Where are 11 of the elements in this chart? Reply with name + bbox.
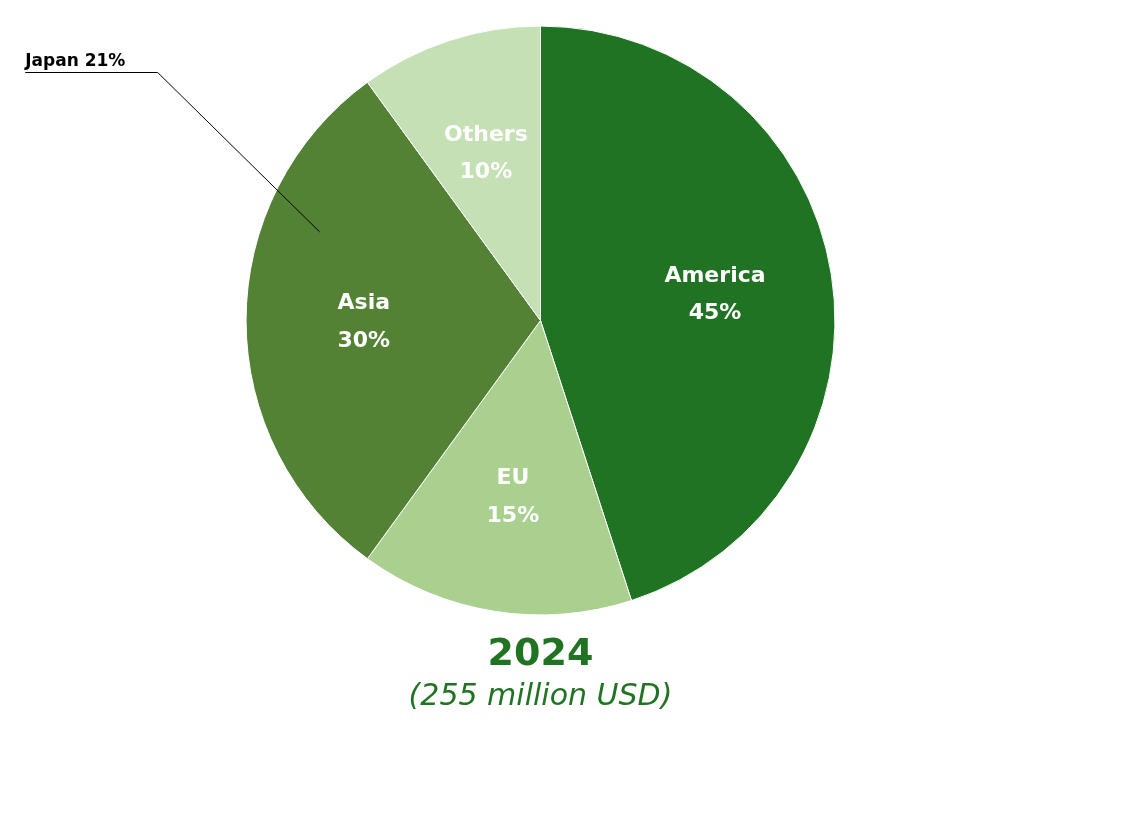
data-label: 30% — [337, 326, 391, 352]
text: 2024 — [487, 629, 594, 674]
data-label: 10% — [459, 158, 513, 184]
slice-label: EU — [496, 464, 530, 490]
slice-label: Others — [444, 120, 528, 146]
text: (255 million USD) — [408, 676, 673, 712]
slice-label: America — [664, 261, 766, 287]
data-label: 45% — [688, 299, 742, 325]
data-label: 15% — [486, 501, 540, 527]
text: Japan 21% — [24, 49, 126, 70]
slice-label: Asia — [337, 289, 391, 315]
